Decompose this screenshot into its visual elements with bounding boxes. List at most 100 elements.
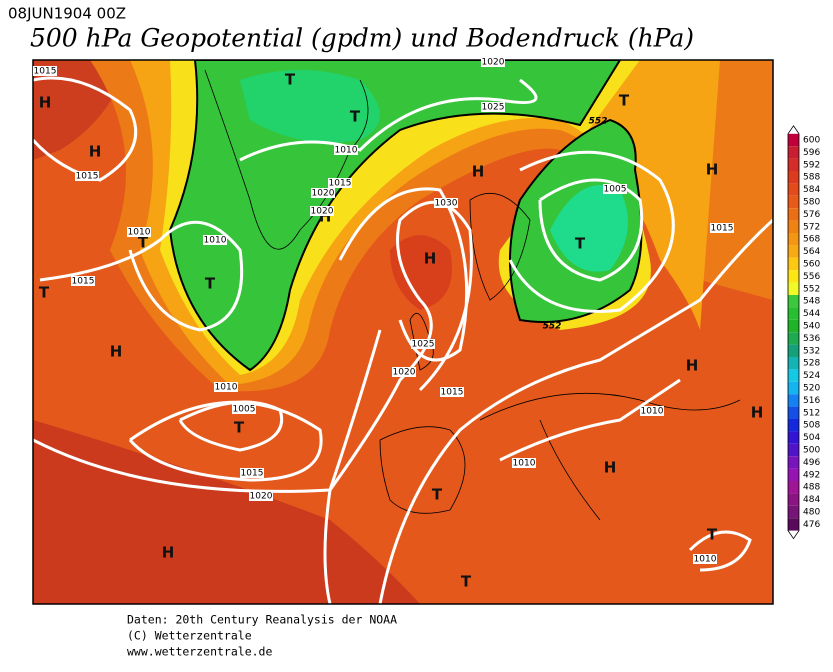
isobar-label-bg [240,468,264,478]
isobar-label: 1020 [250,492,273,502]
isobar-label: 1020 [311,207,334,217]
pressure-center: H [604,459,617,477]
colorbar-swatch [788,158,799,171]
isobar-label: 1020 [312,189,335,199]
pressure-center: T [285,71,296,89]
isobar-label: 1030 [435,199,458,209]
isobar-label: 1005 [604,185,627,195]
pressure-center: H [39,94,52,112]
colorbar-label: 524 [803,371,820,381]
contour-label: 552 [589,117,608,127]
colorbar-swatch [788,257,799,271]
isobar-label: 1010 [128,228,151,238]
isobar-label-bg [203,235,227,245]
colorbar-swatch [788,270,799,283]
colorbar-swatch [788,406,799,419]
colorbar-label: 500 [803,446,820,456]
isobar-label-bg [392,367,416,377]
isobar-label-bg [311,188,335,198]
coastlines [204,69,741,521]
colorbar-label: 568 [803,235,820,245]
colorbar-swatch [788,183,799,196]
colorbar-label: 600 [803,136,820,146]
pressure-center: T [138,234,149,252]
isobar-label: 1020 [482,58,505,68]
colorbar-swatch [788,245,799,258]
colorbar-swatch [788,468,799,481]
isobar-label-bg [71,276,95,286]
pressure-center: T [350,108,361,126]
colorbar-label: 572 [803,222,820,232]
colorbar-swatch [788,208,799,221]
field-teal [240,70,380,143]
pressure-center: H [89,143,102,161]
colorbar-swatch [788,456,799,469]
colorbar-label: 516 [803,396,820,406]
isobar-label-bg [249,491,273,501]
field-warm [33,420,420,604]
isobar-label: 1025 [412,340,435,350]
isobar-label: 1010 [513,459,536,469]
date-label: 08JUN1904 00Z [8,5,126,23]
isobar-label: 1015 [329,179,352,189]
colorbar-swatch [788,195,799,209]
pressure-center: H [472,163,485,181]
colorbar-label: 492 [803,470,820,480]
colorbar-label: 580 [803,198,820,208]
map-frame [32,59,774,605]
colorbar-swatch [788,443,799,457]
pressure-center: T [234,419,245,437]
colorbar-swatch [788,357,799,370]
isobar-label: 1015 [441,388,464,398]
isobar-label-bg [710,223,734,233]
map-title: 500 hPa Geopotential (gpdm) und Bodendru… [30,24,694,53]
colorbar-label: 564 [803,247,820,257]
isobar-label-bg [481,57,505,67]
colorbar-label: 476 [803,520,820,530]
pressure-center: T [619,92,630,110]
colorbar-swatch [788,282,799,295]
colorbar-label: 548 [803,297,820,307]
isobar-label-bg [693,554,717,564]
isobar-label-bg [481,102,505,112]
isobar-label: 1015 [34,67,57,77]
colorbar-label: 508 [803,421,820,431]
pressure-center: H [706,161,719,179]
colorbar-label: 480 [803,508,820,518]
pressure-center: T [707,526,718,544]
isobar-label-bg [440,387,464,397]
isobar-label: 1010 [335,146,358,156]
isobar-label-bg [310,206,334,216]
footer-line: www.wetterzentrale.de [127,645,272,659]
colorbar-swatch [788,332,799,345]
colorbar-label: 536 [803,334,820,344]
pressure-center: H [751,404,764,422]
colorbar-label: 544 [803,309,820,319]
colorbar-swatch [788,493,799,506]
colorbar-swatch [788,171,799,184]
isobar-label: 1010 [641,407,664,417]
colorbar: 600 596 592 588 584 580 576 572 568 564 560 556 552 5… [787,125,820,540]
colorbar-label: 484 [803,495,820,505]
colorbar-swatch [788,307,799,320]
map-area [33,60,773,604]
colorbar-swatch [788,319,799,333]
isobars [33,76,773,604]
isobar-label: 1010 [204,236,227,246]
colorbar-label: 532 [803,346,820,356]
colorbar-label: 556 [803,272,820,282]
pressure-center: H [686,357,699,375]
isobar-label-bg [75,171,99,181]
colorbar-label: 584 [803,185,820,195]
colorbar-label: 588 [803,173,820,183]
colorbar-swatch [788,419,799,432]
field-warm [390,235,452,310]
pressure-center: T [205,275,216,293]
colorbar-label: 488 [803,483,820,493]
isobar-label-bg [328,178,352,188]
colorbar-label: 512 [803,408,820,418]
colorbar-label: 560 [803,260,820,270]
